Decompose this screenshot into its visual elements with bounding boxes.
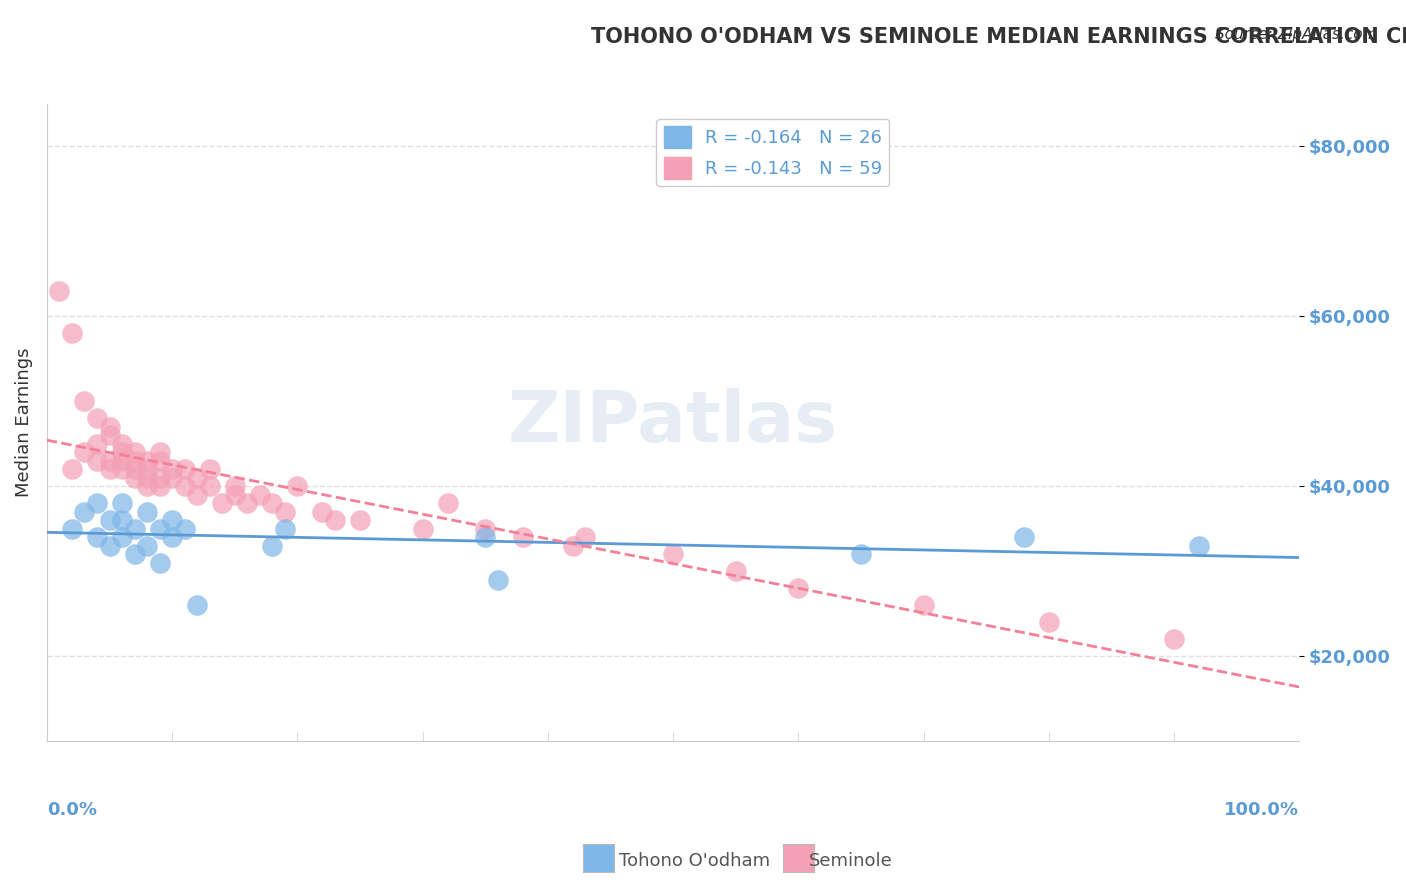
Point	[173, 522, 195, 536]
Point	[198, 479, 221, 493]
Point	[474, 522, 496, 536]
Point	[173, 462, 195, 476]
Point	[249, 488, 271, 502]
Point	[60, 326, 83, 340]
Point	[211, 496, 233, 510]
Point	[849, 547, 872, 561]
Point	[136, 471, 159, 485]
Point	[98, 428, 121, 442]
Point	[412, 522, 434, 536]
Point	[86, 454, 108, 468]
Point	[111, 454, 134, 468]
Point	[86, 496, 108, 510]
Point	[73, 394, 96, 409]
Text: 0.0%: 0.0%	[46, 801, 97, 819]
Point	[111, 445, 134, 459]
Point	[173, 479, 195, 493]
Point	[98, 454, 121, 468]
Point	[224, 479, 246, 493]
Point	[149, 522, 172, 536]
Point	[662, 547, 685, 561]
Point	[124, 462, 146, 476]
Point	[48, 284, 70, 298]
Point	[149, 471, 172, 485]
Point	[98, 419, 121, 434]
Point	[98, 513, 121, 527]
Point	[73, 505, 96, 519]
Point	[149, 556, 172, 570]
Point	[224, 488, 246, 502]
Point	[160, 530, 183, 544]
Point	[198, 462, 221, 476]
Text: ZIPatlas: ZIPatlas	[508, 388, 838, 457]
Point	[512, 530, 534, 544]
Point	[149, 479, 172, 493]
Legend: R = -0.164   N = 26, R = -0.143   N = 59: R = -0.164 N = 26, R = -0.143 N = 59	[657, 119, 890, 186]
Point	[561, 539, 583, 553]
Point	[574, 530, 596, 544]
Point	[124, 454, 146, 468]
Point	[285, 479, 308, 493]
Point	[86, 436, 108, 450]
Point	[912, 599, 935, 613]
Point	[186, 488, 208, 502]
Point	[262, 539, 284, 553]
Point	[124, 522, 146, 536]
Point	[349, 513, 371, 527]
Point	[724, 564, 747, 578]
Point	[136, 454, 159, 468]
Point	[60, 522, 83, 536]
Point	[149, 454, 172, 468]
Point	[136, 539, 159, 553]
Text: Tohono O'odham: Tohono O'odham	[619, 852, 769, 870]
Point	[124, 445, 146, 459]
Point	[60, 462, 83, 476]
Point	[136, 479, 159, 493]
Point	[474, 530, 496, 544]
Point	[1012, 530, 1035, 544]
Point	[124, 471, 146, 485]
Point	[86, 530, 108, 544]
Point	[1188, 539, 1211, 553]
Text: Source: ZipAtlas.com: Source: ZipAtlas.com	[1215, 27, 1378, 42]
Y-axis label: Median Earnings: Median Earnings	[15, 348, 32, 497]
Point	[160, 462, 183, 476]
Point	[311, 505, 333, 519]
Point	[111, 513, 134, 527]
Point	[111, 530, 134, 544]
Text: 100.0%: 100.0%	[1225, 801, 1299, 819]
Point	[136, 462, 159, 476]
Point	[1038, 615, 1060, 630]
Point	[274, 522, 297, 536]
Point	[111, 436, 134, 450]
Point	[160, 471, 183, 485]
Point	[124, 547, 146, 561]
Point	[274, 505, 297, 519]
Text: TOHONO O'ODHAM VS SEMINOLE MEDIAN EARNINGS CORRELATION CHART: TOHONO O'ODHAM VS SEMINOLE MEDIAN EARNIN…	[591, 27, 1406, 46]
Point	[111, 496, 134, 510]
Point	[1163, 632, 1185, 647]
Point	[98, 539, 121, 553]
Point	[323, 513, 346, 527]
Point	[262, 496, 284, 510]
Point	[186, 599, 208, 613]
Point	[111, 462, 134, 476]
Point	[186, 471, 208, 485]
Point	[236, 496, 259, 510]
Point	[486, 573, 509, 587]
Point	[73, 445, 96, 459]
Point	[86, 411, 108, 425]
Point	[436, 496, 458, 510]
Text: Seminole: Seminole	[808, 852, 893, 870]
Point	[160, 513, 183, 527]
Point	[149, 445, 172, 459]
Point	[136, 505, 159, 519]
Point	[787, 582, 810, 596]
Point	[98, 462, 121, 476]
